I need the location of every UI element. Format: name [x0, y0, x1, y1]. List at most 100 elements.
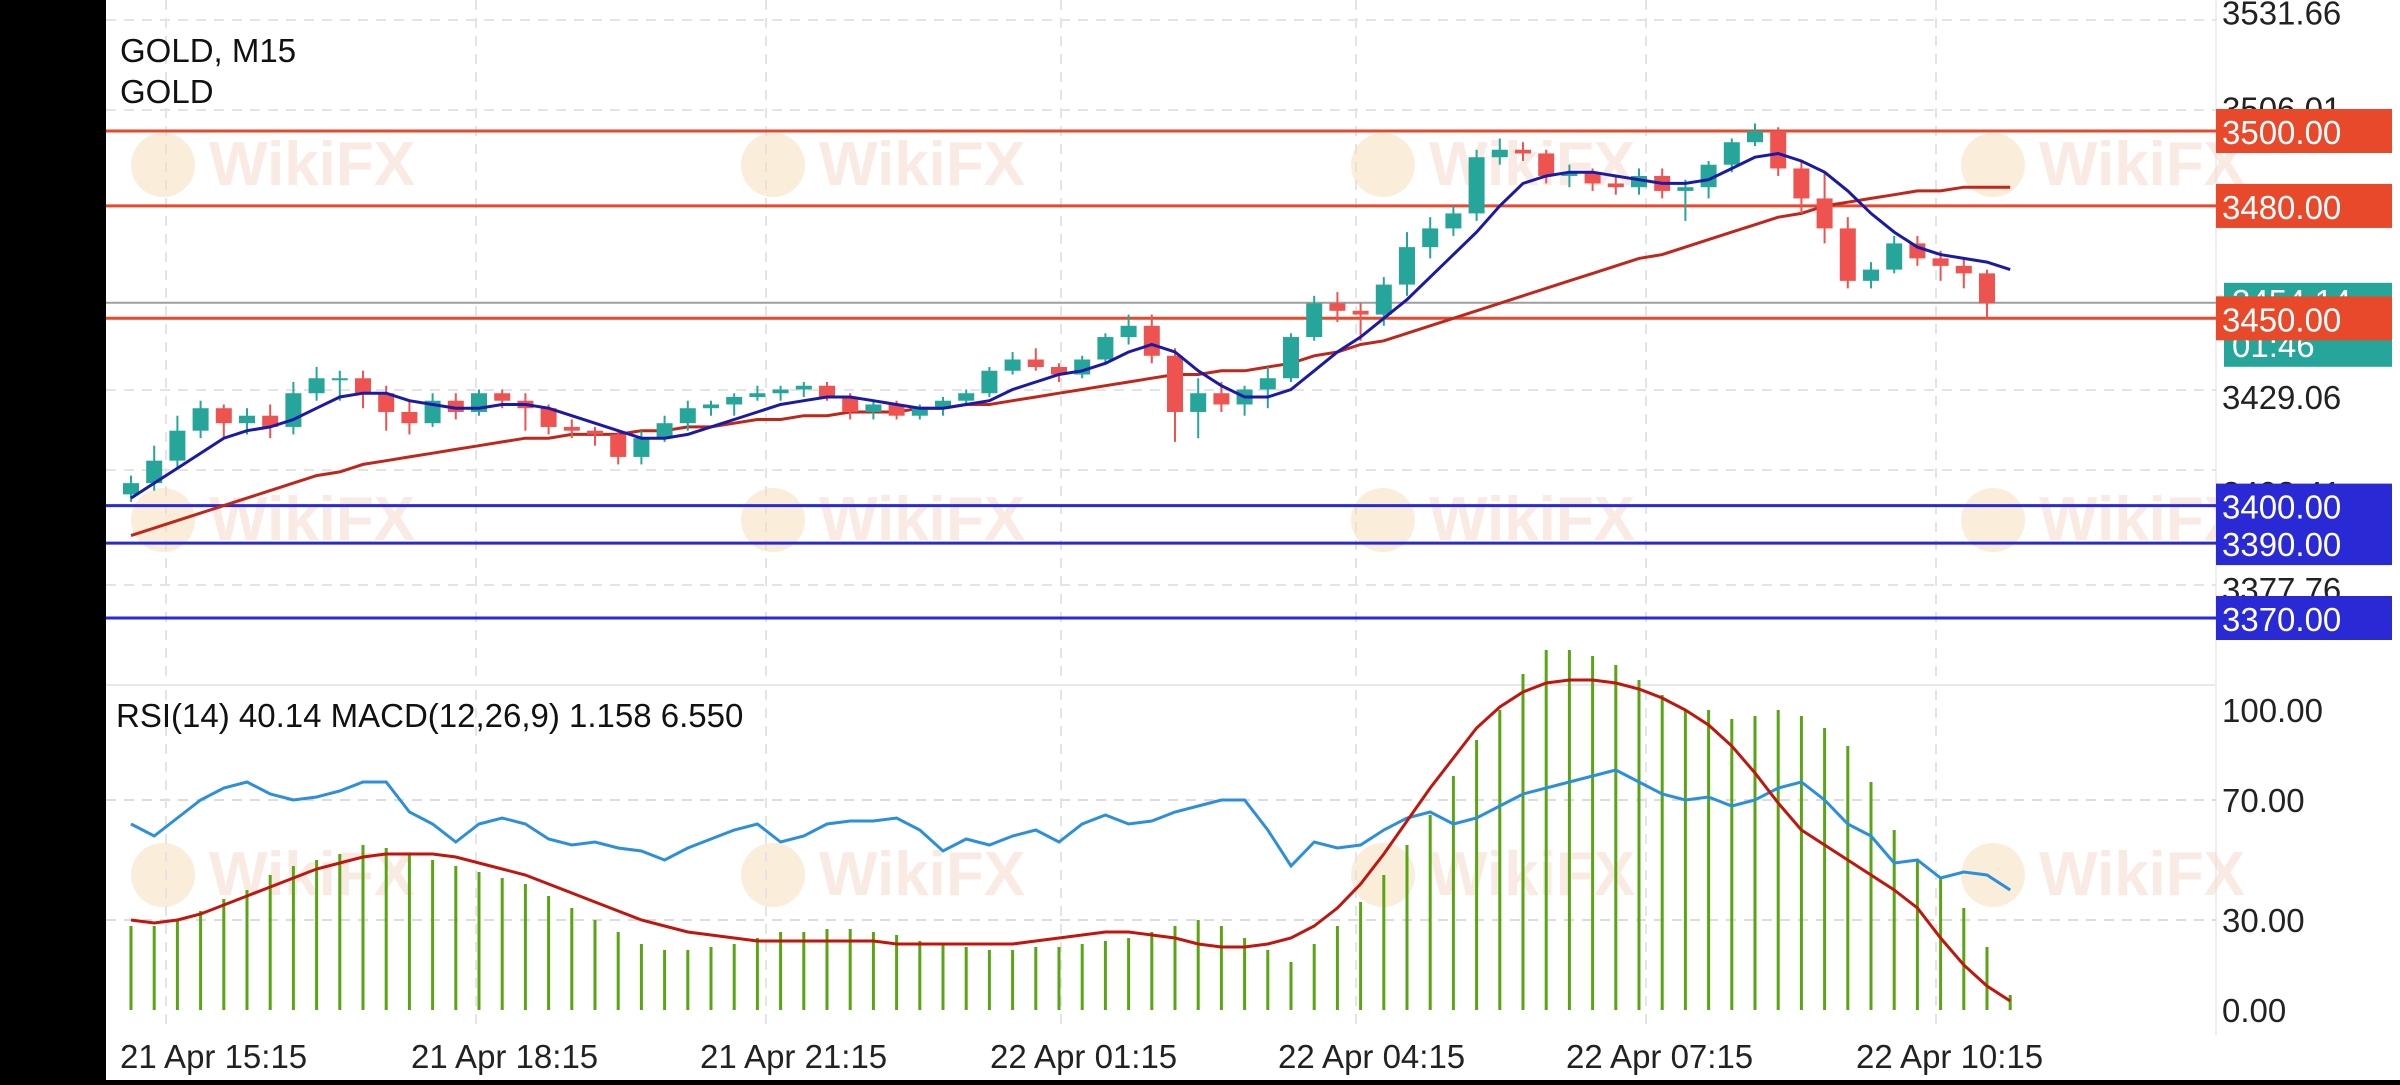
time-tick-label: 22 Apr 07:15	[1566, 1038, 1753, 1075]
candle-body	[494, 393, 511, 401]
candle-body	[378, 393, 395, 412]
watermark-logo	[741, 133, 805, 197]
candle-body	[587, 430, 603, 435]
candle-body	[1422, 228, 1439, 248]
candle-body	[1932, 258, 1949, 266]
candle-body	[1352, 310, 1369, 315]
chart-area[interactable]: WikiFX WikiFX WikiFX WikiFX WikiFX WikiFX Wiki…	[106, 0, 2400, 1080]
watermark-text: WikiFX	[2039, 840, 2245, 909]
candle-body	[865, 404, 882, 412]
candle-body	[1143, 325, 1160, 356]
level-label-3450.00: 3450.00	[2222, 301, 2341, 338]
watermark-logo	[131, 133, 195, 197]
level-box-3390.00[interactable]	[2216, 521, 2392, 566]
price-tick-label: 3429.06	[2222, 379, 2341, 416]
rsi-line	[130, 768, 2012, 892]
candle-body	[703, 404, 719, 409]
watermark-logo	[1351, 133, 1415, 197]
candle-body	[911, 408, 928, 416]
indicator-grid	[106, 690, 2216, 1030]
candle-body	[1677, 187, 1694, 191]
watermark-text: WikiFX	[819, 130, 1025, 199]
level-box-3400.00[interactable]	[2216, 483, 2392, 528]
candle-body	[656, 423, 673, 439]
candle-body	[123, 483, 139, 495]
candle-body	[1886, 243, 1903, 270]
candle-body	[749, 393, 766, 397]
indicator-label: RSI(14) 40.14 MACD(12,26,9) 1.158 6.550	[116, 697, 743, 734]
watermark-text: WikiFX	[1429, 840, 1635, 909]
candle-body	[981, 370, 998, 394]
candle-body	[540, 408, 557, 427]
candle-body	[1445, 213, 1462, 229]
indicator-axis: 100.00 70.00 30.00 0.00	[2222, 692, 2323, 1029]
candlestick-chart[interactable]: WikiFX WikiFX WikiFX WikiFX WikiFX WikiFX Wiki…	[106, 0, 2400, 1080]
candle-body	[1329, 303, 1346, 311]
candle-body	[1097, 337, 1114, 360]
time-tick-label: 22 Apr 10:15	[1856, 1038, 2043, 1075]
moving-average-fast	[130, 151, 2011, 500]
candle-body	[401, 411, 418, 424]
candle-body	[1399, 247, 1415, 285]
candle-body	[1747, 131, 1763, 143]
candle-body	[1259, 378, 1276, 390]
watermark-logo	[1961, 133, 2025, 197]
grid-lines	[106, 0, 2216, 680]
candle-body	[262, 415, 279, 427]
candle-body	[1770, 131, 1787, 169]
candle-body	[1723, 142, 1740, 165]
candle-body	[169, 430, 186, 461]
candle-body	[610, 434, 627, 457]
candle-body	[215, 408, 232, 424]
candle-body	[1515, 149, 1531, 154]
time-axis: 21 Apr 15:15 21 Apr 18:15 21 Apr 21:15 22 A…	[120, 1038, 2043, 1075]
watermark-logo	[1961, 488, 2025, 552]
candle-body	[563, 426, 580, 431]
watermark-logo	[741, 843, 805, 907]
candle-body	[1213, 393, 1230, 405]
level-label-3390.00: 3390.00	[2222, 526, 2341, 563]
symbol-title: GOLD, M15	[120, 32, 296, 69]
candle-body	[1375, 284, 1392, 315]
level-box-3370.00[interactable]	[2216, 596, 2392, 640]
candle-body	[1190, 393, 1207, 412]
level-box-3450.00[interactable]	[2216, 296, 2392, 341]
candle-body	[1491, 149, 1508, 158]
candle-body	[1167, 355, 1183, 412]
level-label-3500.00: 3500.00	[2222, 114, 2341, 151]
indicator-tick-label: 100.00	[2222, 692, 2323, 729]
time-tick-label: 21 Apr 18:15	[411, 1038, 598, 1075]
candle-body	[1979, 273, 1995, 304]
watermark-logo	[1961, 843, 2025, 907]
candle-body	[958, 393, 975, 401]
level-box-3480.00[interactable]	[2216, 183, 2392, 228]
candle-body	[1816, 198, 1833, 229]
indicator-tick-label: 30.00	[2222, 902, 2305, 939]
candle-body	[1863, 269, 1879, 281]
candle-body	[795, 385, 812, 390]
candle-body	[888, 404, 905, 416]
candle-body	[1004, 359, 1021, 371]
candle-body	[819, 385, 835, 397]
watermark-logo	[1351, 488, 1415, 552]
candle-body	[935, 400, 951, 409]
candle-body	[1538, 153, 1555, 176]
candle-body	[1631, 175, 1647, 188]
indicator-tick-label: 70.00	[2222, 782, 2305, 819]
candle-body	[1283, 337, 1299, 379]
candle-body	[1955, 265, 1972, 274]
watermark-text: WikiFX	[819, 840, 1025, 909]
candle-body	[1584, 172, 1601, 184]
candle-body	[633, 438, 650, 457]
level-box-3500.00[interactable]	[2216, 109, 2392, 153]
candle-body	[842, 396, 859, 412]
watermarks: WikiFX WikiFX WikiFX WikiFX WikiFX WikiFX Wiki…	[131, 130, 2245, 909]
candle-body	[1468, 157, 1485, 214]
candle-body	[1120, 325, 1137, 338]
level-label-3370.00: 3370.00	[2222, 601, 2341, 638]
candles	[123, 123, 1995, 502]
candle-body	[1306, 303, 1323, 338]
indicator-tick-label: 0.00	[2222, 992, 2286, 1029]
time-tick-label: 21 Apr 21:15	[700, 1038, 887, 1075]
